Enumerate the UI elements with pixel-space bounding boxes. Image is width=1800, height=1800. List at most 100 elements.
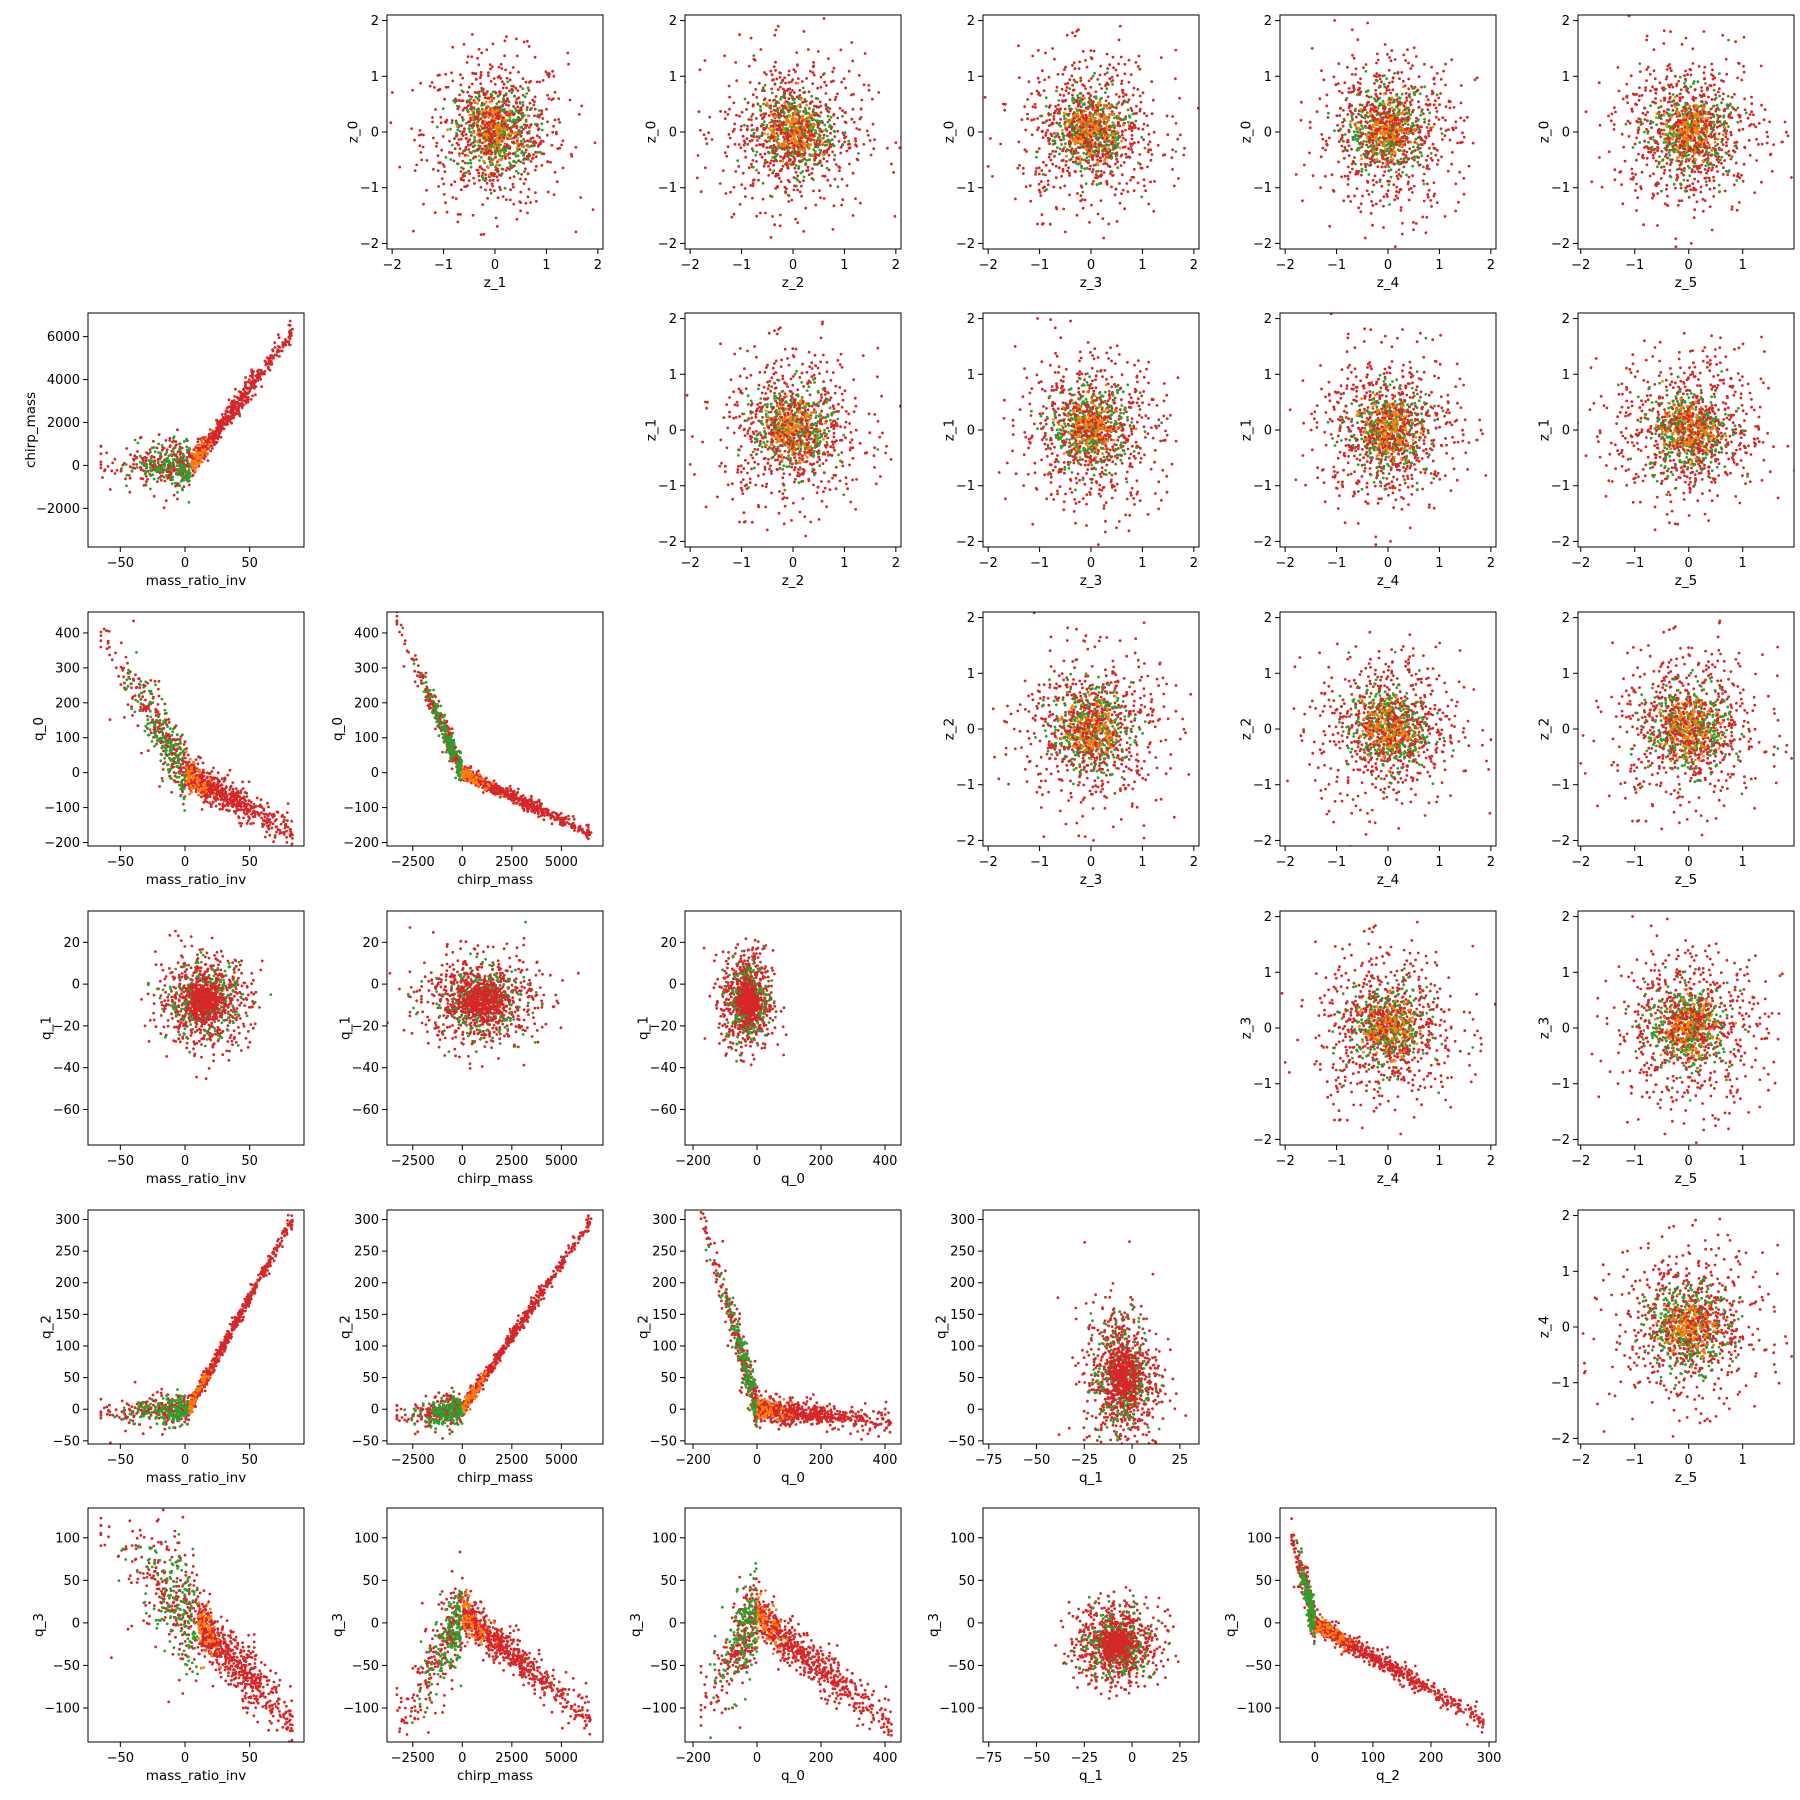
data-point [802,91,806,94]
data-point [1349,120,1352,123]
data-point [1327,136,1331,140]
data-point [1431,91,1435,95]
data-point [1360,167,1364,171]
data-point [732,212,736,216]
data-point [739,128,743,132]
data-point [478,147,481,151]
data-point [756,102,760,106]
data-point [1367,193,1371,196]
data-point [468,172,472,176]
data-point [1080,138,1084,142]
data-point [1347,87,1351,90]
data-point [1132,86,1136,90]
data-point [541,79,545,82]
data-point [989,137,992,140]
data-point [456,107,460,111]
data-point [898,146,901,150]
data-point [1431,159,1434,162]
data-point [1128,114,1131,117]
data-point [521,101,525,104]
data-point [1335,114,1339,118]
data-point [1024,185,1028,189]
data-point [1119,55,1123,59]
data-point [1409,140,1413,144]
data-point [1428,146,1431,150]
data-point [1068,78,1072,82]
data-point [794,164,798,167]
data-point [793,109,797,113]
data-point [751,196,754,200]
data-point [480,141,484,145]
data-point [499,188,502,192]
data-point [1118,24,1122,28]
data-point [1337,160,1340,164]
data-point [781,104,785,108]
data-point [459,73,462,77]
data-point [522,137,526,141]
data-point [391,91,394,94]
data-point [1115,145,1119,149]
data-point [783,131,786,135]
data-point [1111,143,1115,146]
data-point [1387,165,1391,169]
data-point [1129,142,1132,146]
data-point [439,161,442,165]
data-point [771,215,774,218]
data-point [1117,38,1121,42]
data-point [1134,126,1137,130]
data-point [1133,123,1136,127]
data-point [466,104,470,108]
data-point [800,145,804,149]
data-point [1429,126,1433,130]
data-point [1326,116,1330,119]
data-point [493,140,496,144]
data-point [783,154,787,158]
data-point [983,95,987,99]
data-point [1423,62,1426,66]
data-point [1121,95,1125,98]
data-point [818,189,821,193]
data-point [847,69,851,73]
data-point [444,156,448,159]
data-point [1110,110,1114,114]
data-point [508,78,512,82]
data-point [1397,96,1401,100]
data-point [1061,132,1064,136]
data-point [463,106,466,110]
data-point [1133,141,1136,145]
data-point [1407,180,1410,184]
data-point [1102,107,1105,110]
data-point [786,154,789,158]
data-point [840,80,844,84]
data-point [1327,111,1330,115]
data-point [727,84,731,88]
data-point [816,50,820,53]
data-point [469,165,473,169]
data-point [1118,201,1122,205]
data-point [792,188,796,192]
data-point [798,88,802,92]
data-point [1112,66,1115,70]
data-point [1081,190,1085,194]
data-point [1063,230,1067,234]
data-point [770,87,774,91]
data-point [787,81,791,84]
data-point [1357,120,1360,124]
data-point [1113,140,1117,144]
data-point [796,141,799,144]
data-point [805,169,808,173]
data-point [1179,133,1182,137]
data-point [764,139,767,143]
data-point [492,146,496,150]
data-point [773,82,777,86]
data-point [823,80,826,84]
data-point [869,153,873,157]
data-point [1433,147,1437,151]
data-point [1105,87,1109,91]
data-point [743,123,746,127]
data-point [1067,125,1071,129]
data-point [723,54,726,58]
data-point [1117,142,1120,145]
data-point [1196,106,1199,110]
data-point [757,171,761,175]
